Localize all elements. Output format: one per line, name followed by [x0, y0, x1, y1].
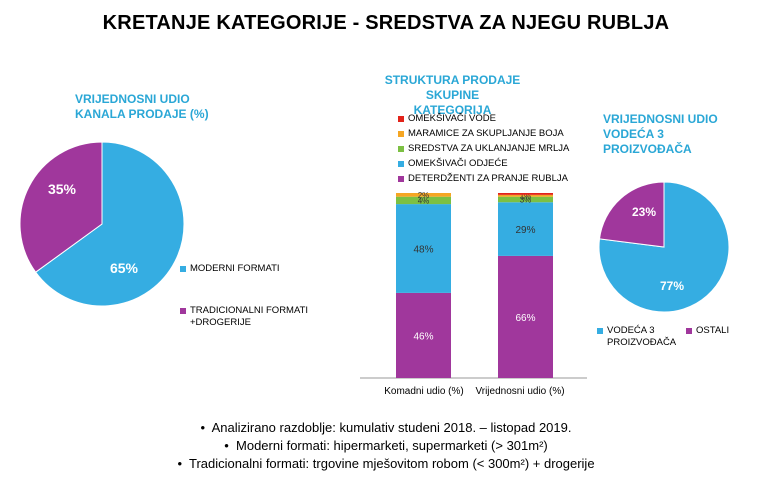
middle-legend: OMEKŠIVAČI VODE MARAMICE ZA SKUPLJANJE B… — [398, 113, 569, 185]
bar-segment-omeksivaci-odjece-1 — [498, 202, 553, 256]
legend-label-tradicionalni: TRADICIONALNI FORMATI +DROGERIJE — [190, 305, 308, 329]
bar-label-sredstva-mrlje-0: 4% — [418, 196, 430, 205]
pie-label-77: 77% — [660, 279, 684, 293]
legend-item-omeksivaci-odjece: OMEKŠIVAČI ODJEĆE — [398, 158, 569, 170]
pie-label-35: 35% — [48, 181, 77, 197]
x-tick-label-vrijednosni: Vrijednosni udio (%) — [475, 386, 564, 397]
left-chart-title-line2: KANALA PRODAJE (%) — [75, 107, 209, 121]
legend-item-ostali: OSTALI — [686, 325, 729, 337]
legend-label-deterdzenti: DETERDŽENTI ZA PRANJE RUBLJA — [408, 173, 568, 184]
bar-label-deterdzenti-1: 66% — [515, 313, 535, 324]
bar-segment-maramice-0 — [396, 193, 451, 197]
legend-item-maramice: MARAMICE ZA SKUPLJANJE BOJA — [398, 128, 569, 140]
footnote-tradicionalni-text: Tradicionalni formati: trgovine mješovit… — [188, 456, 595, 471]
legend-label-omeksivaci-vode: OMEKŠIVAČI VODE — [408, 113, 496, 124]
footnote-moderni-text: Moderni formati: hipermarketi, supermark… — [236, 438, 548, 453]
bar-segment-deterdzenti-0 — [396, 292, 451, 378]
pie-slice-moderni-formati — [34, 141, 185, 307]
legend-swatch-green — [398, 146, 404, 152]
bar-segment-sredstva-mrlje-1 — [498, 196, 553, 203]
legend-label-vodeca-line1: VODEĆA 3 — [607, 325, 655, 336]
legend-swatch-blue — [180, 266, 186, 272]
right-chart-title-line2: VODEĆA 3 — [603, 127, 664, 141]
legend-label-vodeca: VODEĆA 3 PROIZVOĐAČA — [607, 325, 676, 349]
legend-label-tradicionalni-line1: TRADICIONALNI FORMATI — [190, 305, 309, 316]
footnotes: • Analizirano razdoblje: kumulativ stude… — [0, 419, 772, 473]
bar-label-deterdzenti-0: 46% — [413, 331, 433, 342]
footnote-moderni: • Moderni formati: hipermarketi, superma… — [224, 438, 548, 453]
right-chart-title: VRIJEDNOSNI UDIO VODEĆA 3 PROIZVOĐAČA — [603, 112, 718, 157]
bar-label-sredstva-mrlje-1: 3% — [520, 195, 532, 204]
legend-label-sredstva-mrlje: SREDSTVA ZA UKLANJANJE MRLJA — [408, 143, 570, 154]
legend-label-ostali: OSTALI — [696, 325, 730, 336]
middle-chart-title-line1: STRUKTURA PRODAJE SKUPINE — [384, 73, 521, 102]
pie-slice-vodeca-3 — [598, 181, 730, 313]
bar-label-maramice-0: 2% — [418, 191, 430, 200]
bar-segment-maramice-1 — [498, 194, 553, 197]
bar-segments: 46% 48% 4%2% 66% 29% 3%1% — [396, 191, 553, 378]
bar-segment-sredstva-mrlje-0 — [396, 196, 451, 205]
legend-item-deterdzenti: DETERDŽENTI ZA PRANJE RUBLJA — [398, 173, 569, 185]
legend-swatch-orange — [398, 131, 404, 137]
bar-segment-deterdzenti-1 — [498, 255, 553, 378]
legend-item-moderni: MODERNI FORMATI — [180, 263, 280, 275]
bar-label-maramice-1: 1% — [520, 192, 532, 201]
legend-swatch-blue-3 — [597, 328, 603, 334]
stacked-bar-chart: 46% 48% 4%2% 66% 29% 3%1% Komadni udio (%) Vr… — [360, 191, 587, 397]
legend-item-tradicionalni: TRADICIONALNI FORMATI +DROGERIJE — [180, 305, 308, 329]
right-pie-chart: 77% 23% — [598, 181, 730, 313]
left-chart-title: VRIJEDNOSNI UDIO KANALA PRODAJE (%) — [75, 92, 209, 122]
legend-swatch-blue-2 — [398, 161, 404, 167]
footnote-period-text: Analizirano razdoblje: kumulativ studeni… — [211, 420, 572, 435]
legend-swatch-purple-3 — [686, 328, 692, 334]
legend-item-omeksivaci-vode: OMEKŠIVAČI VODE — [398, 113, 569, 125]
legend-label-tradicionalni-line2: +DROGERIJE — [190, 317, 251, 328]
legend-label-omeksivaci-odjece: OMEKŠIVAČI ODJEĆE — [408, 158, 508, 169]
pie-slice-tradicionalni-formati — [20, 141, 103, 273]
bar-segment-omeksivaci-vode-1 — [498, 193, 553, 195]
page-title: KRETANJE KATEGORIJE - SREDSTVA ZA NJEGU … — [102, 12, 670, 34]
legend-label-maramice: MARAMICE ZA SKUPLJANJE BOJA — [408, 128, 564, 139]
legend-label-moderni: MODERNI FORMATI — [190, 263, 280, 274]
footnote-period: • Analizirano razdoblje: kumulativ stude… — [200, 420, 572, 435]
bar-segment-omeksivaci-odjece-0 — [396, 204, 451, 293]
left-chart-title-line1: VRIJEDNOSNI UDIO — [75, 92, 190, 106]
middle-chart-title: STRUKTURA PRODAJE SKUPINE KATEGORIJA — [360, 73, 545, 118]
pie-slice-ostali — [598, 181, 665, 248]
legend-swatch-purple-2 — [398, 176, 404, 182]
right-chart-title-line3: PROIZVOĐAČA — [603, 142, 692, 156]
legend-item-sredstva-mrlje: SREDSTVA ZA UKLANJANJE MRLJA — [398, 143, 569, 155]
bar-label-omeksivaci-odjece-0: 48% — [413, 245, 433, 256]
pie-label-23: 23% — [632, 205, 656, 219]
legend-item-vodeca: VODEĆA 3 PROIZVOĐAČA — [597, 325, 676, 349]
legend-label-vodeca-line2: PROIZVOĐAČA — [607, 337, 677, 348]
bar-label-omeksivaci-odjece-1: 29% — [515, 225, 535, 236]
right-chart-title-line1: VRIJEDNOSNI UDIO — [603, 112, 718, 126]
pie-label-65: 65% — [110, 260, 139, 276]
left-pie-chart: 65% 35% — [20, 141, 185, 307]
footnote-tradicionalni: • Tradicionalni formati: trgovine mješov… — [177, 456, 595, 471]
middle-chart-title-line2: KATEGORIJA — [413, 103, 492, 117]
x-tick-label-komadni: Komadni udio (%) — [384, 386, 463, 397]
legend-swatch-purple — [180, 308, 186, 314]
legend-swatch-red — [398, 116, 404, 122]
